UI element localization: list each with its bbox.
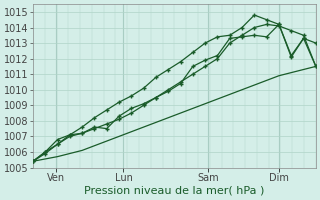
X-axis label: Pression niveau de la mer( hPa ): Pression niveau de la mer( hPa ) [84, 186, 265, 196]
